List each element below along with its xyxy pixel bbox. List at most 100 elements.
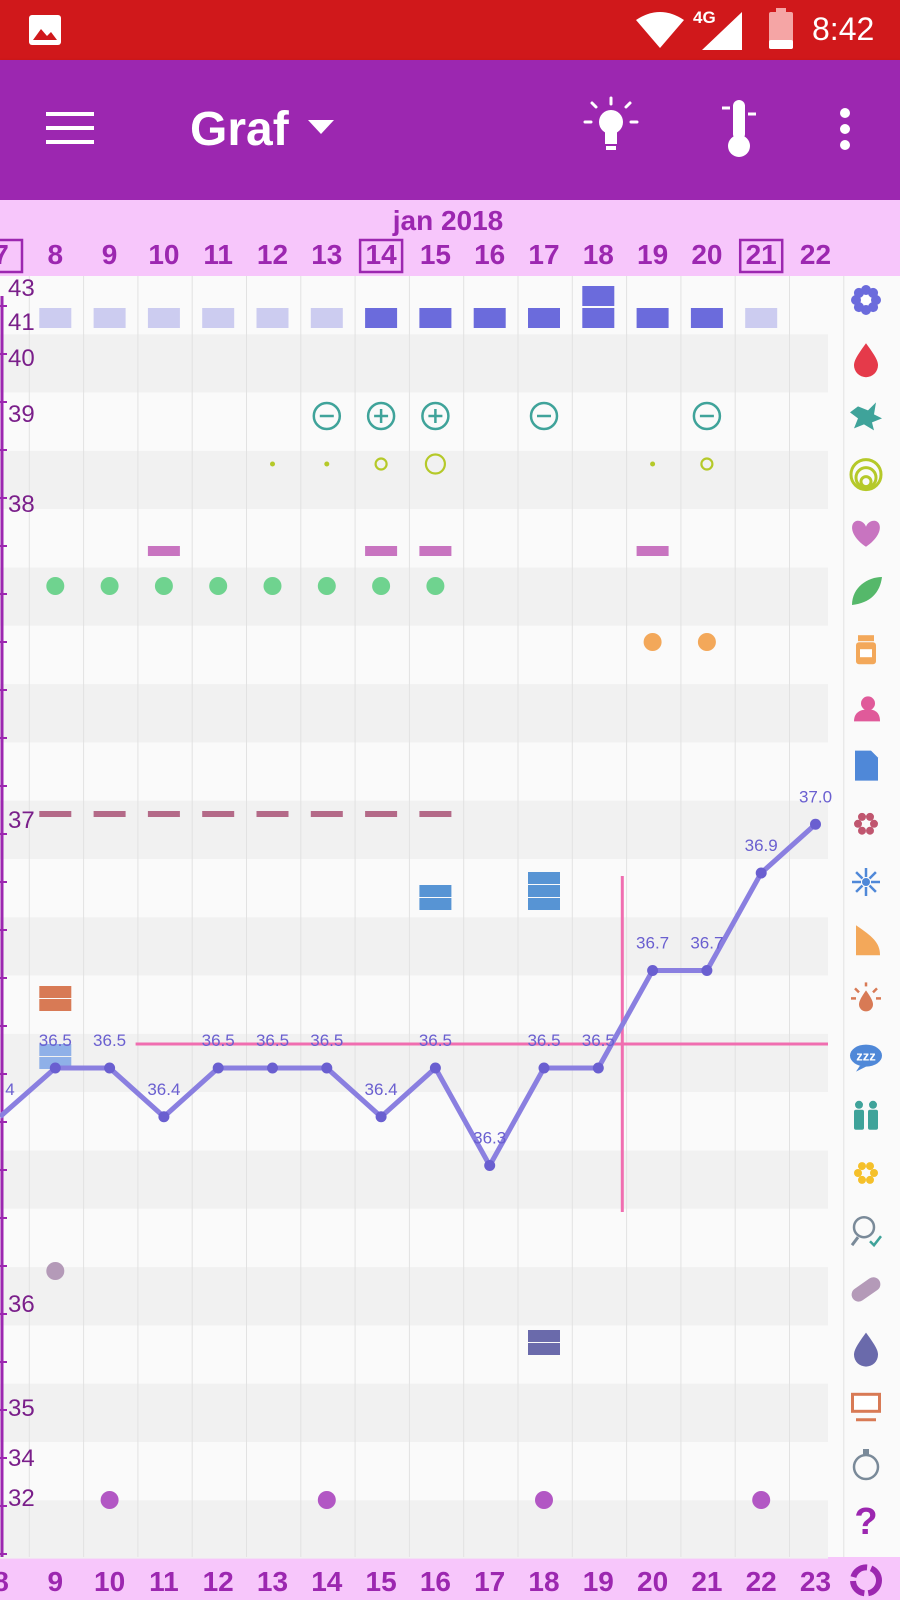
temperature-point[interactable]: [647, 965, 659, 976]
bleeding-mark[interactable]: [745, 308, 778, 328]
magnifier-check-icon[interactable]: [850, 1215, 882, 1248]
more-options-icon[interactable]: [838, 108, 852, 150]
bleeding-mark[interactable]: [365, 308, 398, 328]
bleeding-mark[interactable]: [147, 308, 180, 328]
dash-mark[interactable]: [202, 811, 235, 817]
brown-block-mark[interactable]: [39, 999, 72, 1011]
bleeding-mark[interactable]: [636, 308, 669, 328]
bleeding-mark[interactable]: [93, 308, 126, 328]
sex-mark[interactable]: [147, 546, 180, 556]
bleeding-mark[interactable]: [582, 286, 615, 306]
sex-mark[interactable]: [419, 546, 452, 556]
temperature-point[interactable]: [104, 1062, 116, 1074]
mucus-mark[interactable]: [700, 457, 714, 471]
blue-block-mark[interactable]: [419, 885, 452, 897]
blood-drop-icon[interactable]: [854, 343, 878, 378]
thermometer-icon[interactable]: [718, 98, 760, 160]
sex-mark[interactable]: [636, 546, 669, 556]
mood-flower-icon[interactable]: [854, 1162, 878, 1184]
temperature-point[interactable]: [755, 867, 767, 879]
couple-icon[interactable]: [854, 1100, 878, 1130]
bleeding-mark[interactable]: [39, 308, 72, 328]
test-negative-icon[interactable]: [529, 401, 559, 431]
temperature-point[interactable]: [701, 965, 713, 976]
today-box-14[interactable]: [358, 238, 404, 274]
bleeding-mark[interactable]: [690, 308, 723, 328]
menu-icon[interactable]: [46, 110, 94, 146]
light-blue-block-mark[interactable]: [39, 1044, 72, 1056]
mucus-mark[interactable]: [374, 457, 388, 471]
question-icon[interactable]: ?: [854, 1501, 877, 1543]
fertility-chart[interactable]: jan 2018 43 41 40 39 38 37 36 35 34 32 7 8 9 10 11 12 13 1…: [0, 200, 900, 1600]
bleeding-mark[interactable]: [256, 308, 289, 328]
bleeding-mark[interactable]: [202, 308, 235, 328]
temperature-point[interactable]: [212, 1062, 224, 1074]
navy-block-mark[interactable]: [528, 1330, 560, 1342]
temperature-point[interactable]: [267, 1062, 278, 1074]
pill-capsule-icon[interactable]: [849, 1274, 883, 1304]
mauve-dot-mark[interactable]: [46, 1262, 65, 1280]
orange-dot-mark[interactable]: [643, 633, 662, 651]
dash-mark[interactable]: [310, 811, 343, 817]
heart-icon[interactable]: [852, 520, 880, 547]
purple-dot-mark[interactable]: [100, 1491, 119, 1509]
splash-icon[interactable]: [850, 402, 882, 431]
dropdown-arrow-icon[interactable]: [308, 120, 334, 136]
breast-icon[interactable]: [856, 925, 880, 956]
temperature-point[interactable]: [375, 1111, 387, 1123]
temperature-point[interactable]: [484, 1160, 496, 1171]
green-dot-mark[interactable]: [372, 577, 391, 595]
green-dot-mark[interactable]: [154, 577, 173, 595]
temperature-point[interactable]: [592, 1062, 604, 1074]
monitor-icon[interactable]: [851, 1392, 881, 1422]
medicine-bottle-icon[interactable]: [856, 635, 876, 665]
flower-icon[interactable]: [851, 285, 881, 315]
lightbulb-icon[interactable]: [583, 96, 639, 156]
temperature-point[interactable]: [810, 818, 821, 830]
dash-mark[interactable]: [93, 811, 126, 817]
blue-block-mark[interactable]: [528, 898, 560, 910]
screen-title[interactable]: Graf: [190, 103, 289, 156]
sleep-zzz-icon[interactable]: zzz: [850, 1044, 882, 1072]
stopwatch-icon[interactable]: [852, 1449, 880, 1481]
temperature-point[interactable]: [158, 1111, 170, 1123]
balloon-icon[interactable]: [854, 1332, 878, 1367]
mucus-mark[interactable]: [324, 461, 330, 467]
mucus-mark[interactable]: [424, 453, 446, 475]
sex-mark[interactable]: [365, 546, 398, 556]
green-dot-mark[interactable]: [46, 577, 65, 595]
drop-rays-icon[interactable]: [851, 982, 881, 1012]
test-positive-icon[interactable]: [366, 401, 396, 431]
bleeding-mark[interactable]: [310, 308, 343, 328]
temperature-point[interactable]: [538, 1062, 550, 1074]
test-negative-icon[interactable]: [312, 401, 342, 431]
green-dot-mark[interactable]: [209, 577, 228, 595]
leaf-icon[interactable]: [852, 577, 882, 605]
purple-dot-mark[interactable]: [535, 1491, 553, 1509]
bleeding-mark[interactable]: [419, 308, 452, 328]
dash-mark[interactable]: [147, 811, 180, 817]
green-dot-mark[interactable]: [100, 577, 119, 595]
note-document-icon[interactable]: [855, 750, 878, 781]
mucus-rings-icon[interactable]: [849, 458, 883, 492]
mucus-mark[interactable]: [270, 461, 275, 467]
blue-block-mark[interactable]: [419, 898, 452, 910]
mucus-mark[interactable]: [650, 461, 656, 467]
green-dot-mark[interactable]: [263, 577, 282, 595]
cervix-flower-icon[interactable]: [854, 812, 878, 835]
test-negative-icon[interactable]: [692, 401, 722, 431]
symptom-person-icon[interactable]: [854, 696, 880, 722]
dash-mark[interactable]: [365, 811, 398, 817]
purple-dot-mark[interactable]: [317, 1491, 336, 1509]
dash-mark[interactable]: [256, 811, 289, 817]
today-box-7[interactable]: [0, 238, 24, 274]
green-dot-mark[interactable]: [317, 577, 336, 595]
orange-dot-mark[interactable]: [697, 633, 716, 651]
bleeding-mark[interactable]: [582, 308, 615, 328]
test-positive-icon[interactable]: [421, 401, 450, 431]
bleeding-mark[interactable]: [473, 308, 506, 328]
green-dot-mark[interactable]: [426, 577, 445, 595]
temperature-point[interactable]: [49, 1062, 61, 1074]
temperature-point[interactable]: [429, 1062, 441, 1074]
blue-block-mark[interactable]: [528, 885, 560, 897]
